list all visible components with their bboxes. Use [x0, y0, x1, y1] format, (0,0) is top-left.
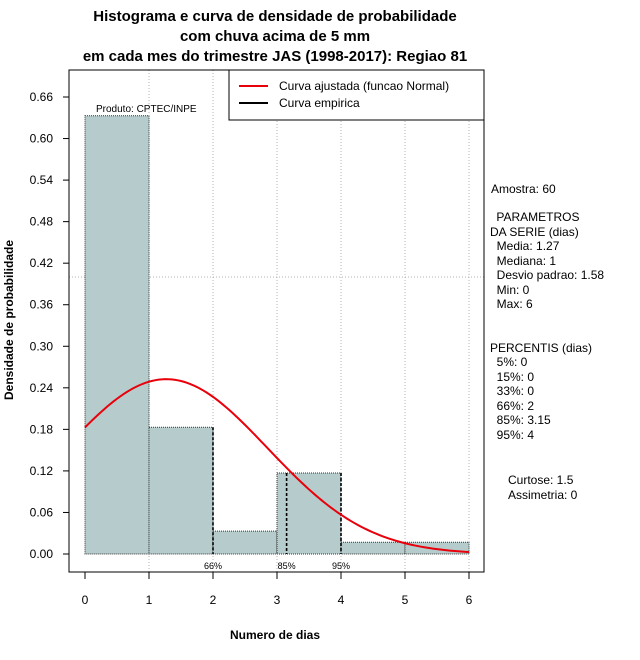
- params-title-1: PARAMETROS: [493, 210, 580, 224]
- percentile-15: 15%: 0: [490, 370, 535, 384]
- x-tick-label-0: 0: [82, 593, 89, 607]
- histogram-bar-5: [340, 541, 406, 555]
- params-title-2: DA SERIE (dias): [490, 225, 579, 239]
- percentile-label-3: 95%: [332, 561, 350, 571]
- y-tick-label-3: 0.18: [30, 422, 54, 436]
- param-max: Max: 6: [490, 297, 533, 311]
- y-tick-label-6: 0.36: [30, 298, 54, 312]
- percentile-label-2: 85%: [278, 561, 296, 571]
- y-tick-label-8: 0.48: [30, 215, 54, 229]
- y-tick-label-10: 0.60: [30, 132, 54, 146]
- x-tick-label-3: 3: [274, 593, 281, 607]
- x-tick-label-4: 4: [338, 593, 345, 607]
- percentile-5: 5%: 0: [490, 355, 528, 369]
- percentile-66: 66%: 2: [490, 399, 535, 413]
- y-tick-label-1: 0.06: [30, 505, 54, 519]
- title-line-1: Histograma e curva de densidade de proba…: [93, 8, 456, 25]
- normal-curve: [84, 378, 470, 554]
- title-line-2: com chuva acima de 5 mm: [180, 28, 370, 45]
- product-label: Produto: CPTEC/INPE: [96, 104, 197, 115]
- y-tick-label-9: 0.54: [30, 173, 54, 187]
- y-tick-label-2: 0.12: [30, 464, 54, 478]
- histogram-bar-4: [276, 472, 342, 555]
- y-tick-label-7: 0.42: [30, 256, 54, 270]
- legend-box: [228, 69, 485, 121]
- percentile-33: 33%: 0: [490, 384, 535, 398]
- percentile-label-1: 66%: [204, 561, 222, 571]
- kurtosis: Curtose: 1.5: [508, 473, 574, 487]
- param-min: Min: 0: [490, 283, 530, 297]
- x-tick-label-6: 6: [466, 593, 473, 607]
- x-tick-label-1: 1: [146, 593, 153, 607]
- normal-curve-line: [84, 378, 470, 554]
- sample-size: Amostra: 60: [491, 182, 556, 196]
- param-stddev: Desvio padrao: 1.58: [490, 268, 605, 282]
- histogram-bar-2: [148, 426, 214, 555]
- legend-label-2: Curva empirica: [279, 96, 360, 110]
- y-tick-label-0: 0.00: [30, 547, 54, 561]
- percentiles-title: PERCENTIS (dias): [490, 341, 593, 355]
- legend: Curva ajustada (funcao Normal) Curva empi…: [228, 69, 485, 121]
- percentile-95: 95%: 4: [490, 428, 535, 442]
- y-axis-title: Densidade de probabilidade: [2, 240, 16, 400]
- skewness: Assimetria: 0: [508, 488, 578, 502]
- x-axis-title: Numero de dias: [230, 628, 320, 642]
- axes: 0.00 0.06 0.12 0.18 0.24 0.30 0.36 0.42 0.48 0.54…: [2, 69, 485, 642]
- param-mean: Media: 1.27: [490, 239, 560, 253]
- param-median: Mediana: 1: [490, 254, 557, 268]
- x-tick-label-5: 5: [402, 593, 409, 607]
- histogram-bar-1: [84, 115, 150, 555]
- legend-label-1: Curva ajustada (funcao Normal): [279, 79, 449, 93]
- percentile-85: 85%: 3.15: [490, 413, 551, 427]
- histogram-bars: Produto: CPTEC/INPE: [84, 104, 470, 555]
- histogram-bar-6: [404, 541, 470, 555]
- y-tick-label-5: 0.30: [30, 339, 54, 353]
- y-tick-label-11: 0.66: [30, 90, 54, 104]
- y-tick-label-4: 0.24: [30, 381, 54, 395]
- chart-title: Histograma e curva de densidade de proba…: [83, 8, 467, 65]
- title-line-3: em cada mes do trimestre JAS (1998-2017)…: [83, 48, 467, 65]
- x-tick-label-2: 2: [210, 593, 217, 607]
- histogram-bar-3: [212, 530, 278, 555]
